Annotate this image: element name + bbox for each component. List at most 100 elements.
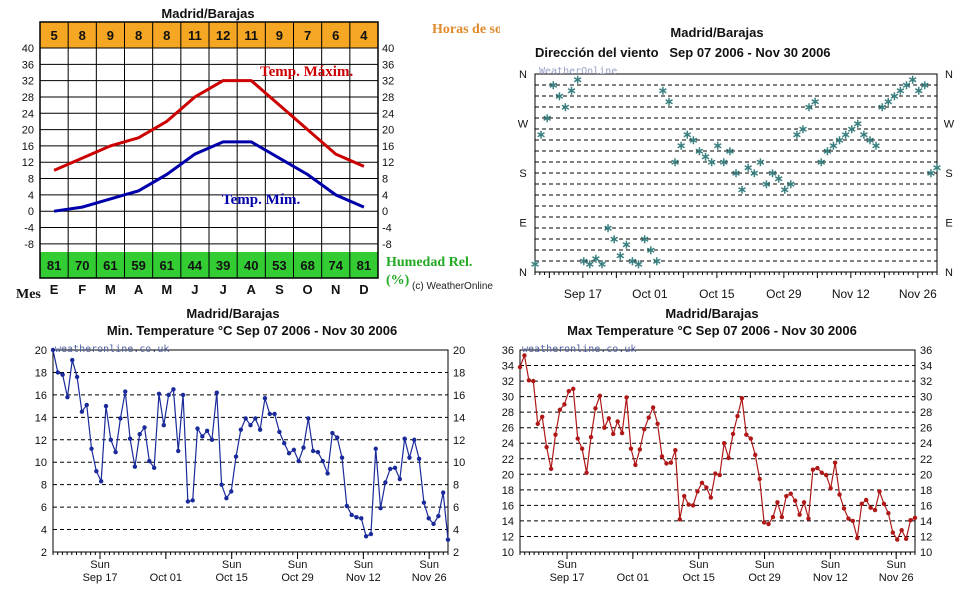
wind-direction-point: ∗ [847,122,857,136]
temp-data-point [562,402,567,407]
temp-data-point [171,387,176,392]
temp-y-label-left: 14 [502,516,514,528]
temp-data-point [436,513,441,519]
temp-data-point [912,515,918,521]
temp-data-point [84,402,89,408]
temp-x-label: Oct 15 [215,572,247,584]
temp-data-point [166,392,171,398]
temp-y-label-left: 36 [502,345,514,357]
wind-direction-point: ∗ [567,84,577,98]
y-tick-label-left: 36 [22,59,34,71]
temp-data-point [176,448,181,454]
temp-x-label: Nov 12 [346,572,381,584]
temp-data-point [426,516,431,521]
temp-data-point [619,430,625,436]
y-tick-label-left: 20 [22,125,34,137]
wind-y-label-left: N [519,69,527,81]
wind-x-label: Nov 12 [832,287,870,301]
temp-data-point [832,460,838,465]
temp-x-label: Sun [419,559,439,571]
temp-y-label-right: 4 [453,525,459,537]
wind-direction-point: ∗ [816,155,826,169]
temp-data-point [753,452,758,458]
temp-data-point [233,454,239,459]
temp-data-point [890,530,896,535]
humidity-value: 53 [272,258,286,273]
temp-y-label-right: 8 [453,480,459,492]
wind-direction-point: ∗ [871,139,881,153]
temp-y-label-left: 18 [502,485,514,497]
temp-data-point [695,489,700,494]
wind-direction-point: ∗ [926,166,936,180]
wind-direction-point: ∗ [579,254,589,268]
temp-y-label-left: 8 [41,480,47,492]
temp-data-point [383,480,388,485]
temp-watermark: weatheronline.co.uk [522,344,636,355]
wind-direction-point: ∗ [841,128,851,142]
temp-data-point [872,507,878,513]
temp-data-point [412,437,417,442]
temp-data-point [766,521,771,527]
y-tick-label-right: 4 [382,190,388,202]
temp-data-point [637,447,643,452]
temp-data-point [886,510,891,516]
temp-y-label-right: 16 [453,390,465,402]
temp-y-label-right: 18 [453,367,465,379]
y-tick-label-right: 12 [382,157,394,169]
humidity-value: 61 [160,258,174,273]
min-temp-title: Madrid/Barajas [186,306,279,321]
month-label: A [247,282,257,297]
temp-data-point [881,501,887,507]
temp-data-point [368,531,374,537]
temp-y-label-right: 20 [453,345,465,357]
temp-data-point [209,437,215,442]
temp-x-label: Sun [755,559,775,571]
temp-data-point [113,449,118,455]
temp-plot-frame [519,349,916,553]
wind-direction-point: ∗ [627,254,637,268]
temp-x-label: Sun [90,559,110,571]
temp-data-point [579,446,585,451]
temp-data-point [204,428,210,433]
temp-data-point [571,386,576,392]
temp-data-point [708,495,714,500]
temp-data-point [190,498,195,503]
climate-credit: (c) WeatherOnline [412,281,493,292]
max-temp-legend: Temp. Máxim. [260,64,353,80]
wind-y-label-left: W [518,119,529,131]
temp-x-label: Sun [222,559,242,571]
month-label: O [303,282,313,297]
temp-y-label-left: 34 [502,361,514,373]
temp-data-point [243,416,248,421]
temp-data-point [597,393,603,399]
wind-direction-point: ∗ [603,221,613,235]
temp-data-point [744,432,749,437]
temp-data-point [103,403,109,409]
temp-data-point [628,446,634,451]
temp-data-point [588,434,594,440]
wind-direction-point: ∗ [920,78,930,92]
wind-y-label-right: E [945,218,952,230]
temp-data-point [682,493,687,499]
temp-data-point [286,451,292,456]
temp-x-label: Sun [689,559,709,571]
temp-y-label-left: 10 [35,457,47,469]
wind-direction-point: ∗ [804,100,814,114]
humidity-value: 70 [75,258,89,273]
temp-x-label: Oct 01 [150,572,182,584]
temp-data-point [185,499,191,504]
y-tick-label-left: 16 [22,141,34,153]
humidity-label-2: (%) [386,273,410,288]
temp-y-label-right: 36 [920,345,932,357]
temp-data-point [593,406,598,411]
wind-direction-point: ∗ [908,73,918,87]
temp-data-point [79,409,85,414]
temp-data-point [335,435,340,440]
wind-direction-point: ∗ [640,232,650,246]
sun-hours-value: 8 [163,28,170,43]
temp-y-label-left: 28 [502,407,514,419]
wind-direction-point: ∗ [621,238,631,252]
temp-data-point [531,378,536,384]
y-tick-label-right: 36 [382,59,394,71]
temp-data-point [147,458,152,464]
